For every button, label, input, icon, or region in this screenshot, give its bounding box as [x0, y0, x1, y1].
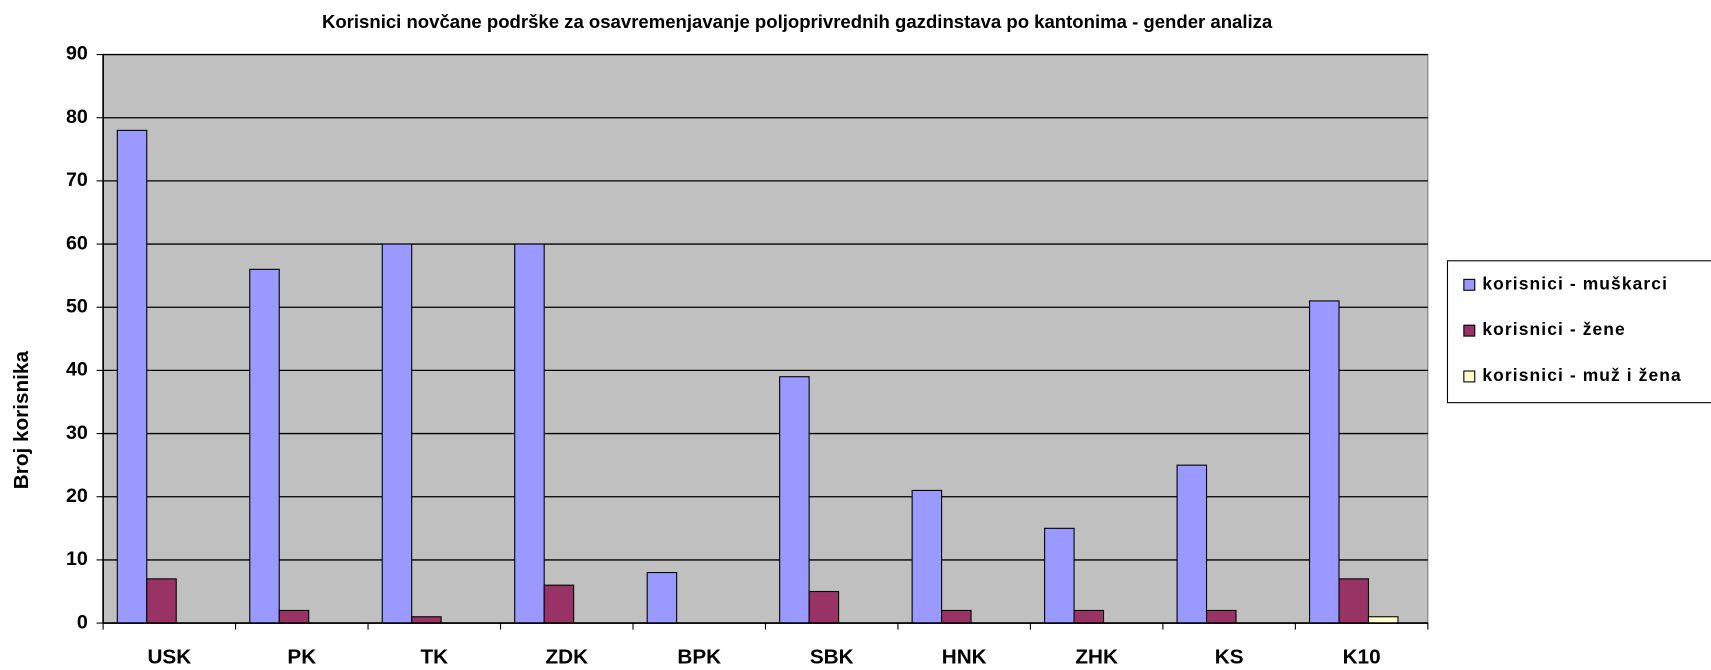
bar	[1309, 300, 1340, 624]
x-tick-label: K10	[1343, 645, 1381, 668]
bar	[1367, 616, 1399, 624]
bar	[146, 578, 177, 624]
x-tick-label: USK	[147, 645, 191, 668]
x-tick-label: ZHK	[1075, 645, 1118, 668]
bar	[1205, 609, 1237, 624]
bar	[1176, 464, 1208, 624]
bar	[808, 590, 840, 624]
chart-title: Korisnici novčane podrške za osavremenja…	[322, 11, 1273, 32]
y-tick-label: 0	[77, 611, 88, 633]
y-tick-label: 40	[66, 359, 88, 381]
y-tick-label: 50	[66, 295, 88, 317]
legend-swatch	[1463, 278, 1476, 291]
y-tick-label: 20	[66, 485, 88, 507]
bar	[1338, 578, 1370, 624]
legend-swatch	[1463, 370, 1476, 383]
bar	[911, 489, 943, 624]
legend-swatch	[1463, 324, 1476, 337]
bar	[779, 376, 810, 624]
bar	[1073, 609, 1105, 624]
y-tick-label: 30	[66, 422, 88, 444]
y-axis-label: Broj korisnika	[10, 351, 33, 490]
bar	[411, 616, 442, 624]
bar	[543, 584, 575, 624]
x-tick-label: TK	[420, 645, 448, 668]
y-tick-label: 10	[66, 548, 88, 570]
bar	[381, 243, 413, 624]
legend-label: korisnici - žene	[1482, 319, 1625, 339]
legend-box	[1446, 260, 1711, 404]
x-tick-label: PK	[287, 645, 316, 668]
x-tick-label: SBK	[810, 645, 854, 668]
plot-area	[102, 54, 1429, 624]
bar	[941, 609, 972, 624]
y-tick-label: 80	[66, 106, 88, 128]
y-tick-label: 70	[66, 169, 88, 191]
bar	[514, 243, 545, 624]
bar	[249, 268, 280, 624]
y-tick-label: 60	[66, 232, 88, 254]
bar	[646, 571, 678, 624]
legend-label: korisnici - muškarci	[1482, 273, 1668, 293]
y-tick-label: 90	[66, 43, 88, 65]
x-tick-label: HNK	[942, 645, 987, 668]
bar	[1044, 527, 1075, 624]
x-tick-label: ZDK	[545, 645, 588, 668]
legend-label: korisnici - muž i žena	[1482, 365, 1681, 385]
x-tick-label: KS	[1215, 645, 1244, 668]
bar	[116, 129, 148, 624]
x-tick-label: BPK	[677, 645, 721, 668]
bar	[278, 609, 310, 624]
